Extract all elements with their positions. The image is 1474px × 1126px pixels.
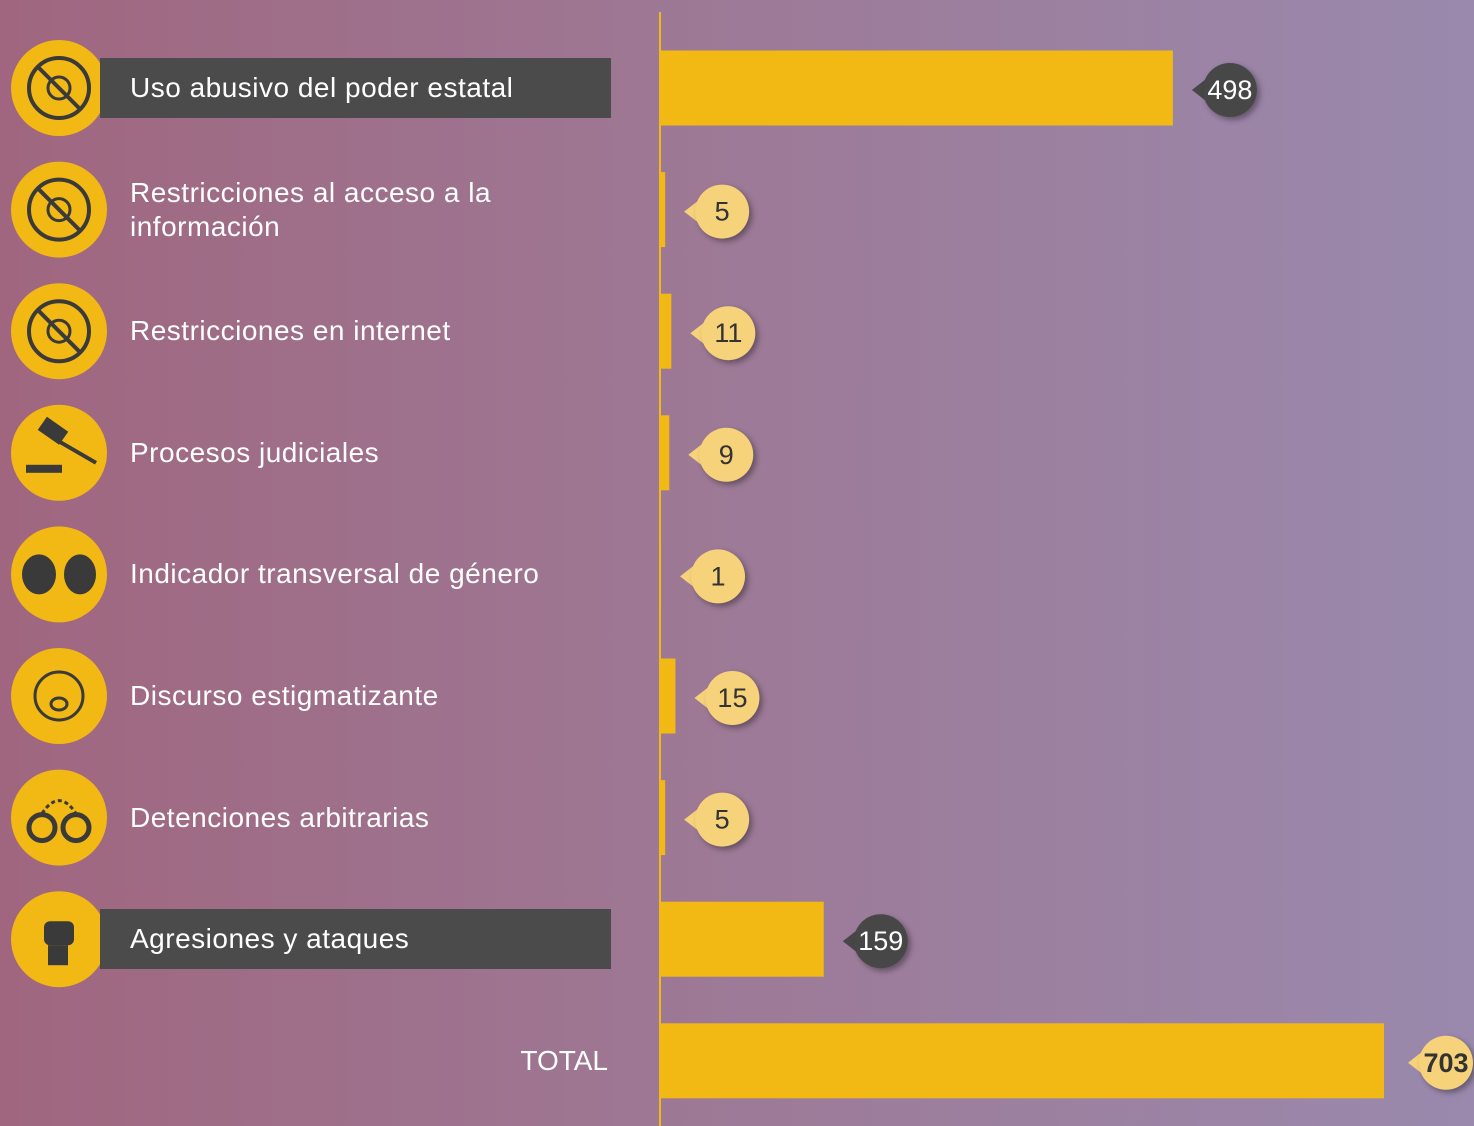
icon bbox=[11, 40, 107, 136]
icon-glyph bbox=[40, 799, 78, 815]
category-label: Procesos judiciales bbox=[130, 436, 380, 468]
bar bbox=[660, 658, 676, 734]
bar bbox=[660, 293, 672, 369]
bubble bbox=[1419, 1035, 1473, 1090]
value-bubble: 5 bbox=[684, 792, 750, 847]
value-bubble: 5 bbox=[684, 184, 750, 239]
bubble bbox=[695, 184, 750, 239]
icon-ring bbox=[27, 299, 91, 364]
value-label: 159 bbox=[858, 926, 903, 956]
value-label: 5 bbox=[715, 197, 730, 227]
icon-circle bbox=[11, 526, 107, 623]
icon-glyph bbox=[26, 812, 58, 844]
icon-glyph bbox=[49, 696, 69, 712]
bar bbox=[660, 901, 824, 977]
bubble bbox=[1202, 63, 1257, 117]
icon-glyph bbox=[37, 416, 69, 445]
icon-slash bbox=[36, 65, 82, 111]
bar bbox=[660, 1023, 1384, 1099]
icon bbox=[11, 891, 107, 988]
value-bubble: 15 bbox=[694, 671, 760, 725]
bar bbox=[660, 780, 666, 856]
value-label: 703 bbox=[1423, 1048, 1468, 1078]
value-bubble: 11 bbox=[690, 306, 756, 361]
icon-glyph bbox=[48, 945, 68, 966]
bar bbox=[660, 536, 662, 612]
icon bbox=[11, 404, 107, 501]
icon-glyph bbox=[46, 75, 72, 101]
icon-ring bbox=[27, 56, 91, 120]
bubble bbox=[691, 549, 746, 604]
icon-glyph bbox=[46, 197, 72, 223]
value-label: 11 bbox=[714, 318, 742, 348]
label-highlight bbox=[100, 909, 611, 970]
icon bbox=[11, 769, 107, 866]
value-label: 1 bbox=[711, 561, 726, 591]
category-label: Agresiones y ataques bbox=[130, 923, 410, 955]
bar bbox=[660, 50, 1173, 126]
icon-glyph bbox=[56, 439, 98, 465]
category-label: Restricciones al acceso a la información bbox=[130, 176, 492, 242]
category-label: Restricciones en internet bbox=[130, 315, 451, 347]
icon-glyph bbox=[60, 812, 92, 844]
value-bubble: 1 bbox=[680, 549, 746, 604]
bubble bbox=[695, 792, 750, 847]
value-label: 5 bbox=[715, 805, 730, 835]
bubble bbox=[699, 427, 754, 482]
label-highlight bbox=[100, 58, 611, 118]
value-label: 9 bbox=[719, 440, 734, 470]
value-bubble: 159 bbox=[842, 914, 908, 969]
icon-glyph bbox=[33, 670, 85, 722]
value-label: 498 bbox=[1207, 75, 1252, 105]
icon bbox=[11, 161, 107, 258]
value-label: 15 bbox=[717, 683, 747, 713]
icon-glyph bbox=[46, 318, 72, 344]
icon-circle bbox=[11, 404, 107, 501]
bubble bbox=[701, 306, 756, 361]
value-bubble: 498 bbox=[1191, 63, 1257, 117]
icon-slash bbox=[36, 308, 82, 354]
bar bbox=[660, 172, 666, 248]
category-label: Indicador transversal de género bbox=[130, 558, 540, 590]
icon bbox=[11, 648, 107, 744]
icon bbox=[11, 283, 107, 380]
icon-circle bbox=[11, 769, 107, 866]
icon-glyph bbox=[64, 554, 96, 595]
value-bubble: 9 bbox=[688, 427, 754, 482]
bar bbox=[660, 415, 670, 491]
category-label: Detenciones arbitrarias bbox=[130, 801, 430, 833]
bubble bbox=[705, 671, 760, 725]
category-label: Discurso estigmatizante bbox=[130, 680, 439, 711]
total-label: TOTAL bbox=[520, 1044, 608, 1076]
icon-ring bbox=[27, 177, 91, 242]
value-bubble: 703 bbox=[1408, 1035, 1473, 1090]
icon-circle bbox=[11, 648, 107, 744]
icon bbox=[11, 526, 107, 623]
icon-slash bbox=[36, 187, 82, 233]
icon-glyph bbox=[22, 554, 56, 595]
icon-glyph bbox=[44, 921, 74, 946]
bubble bbox=[853, 914, 908, 969]
icon-glyph bbox=[26, 464, 62, 473]
category-label: Uso abusivo del poder estatal bbox=[130, 72, 514, 103]
